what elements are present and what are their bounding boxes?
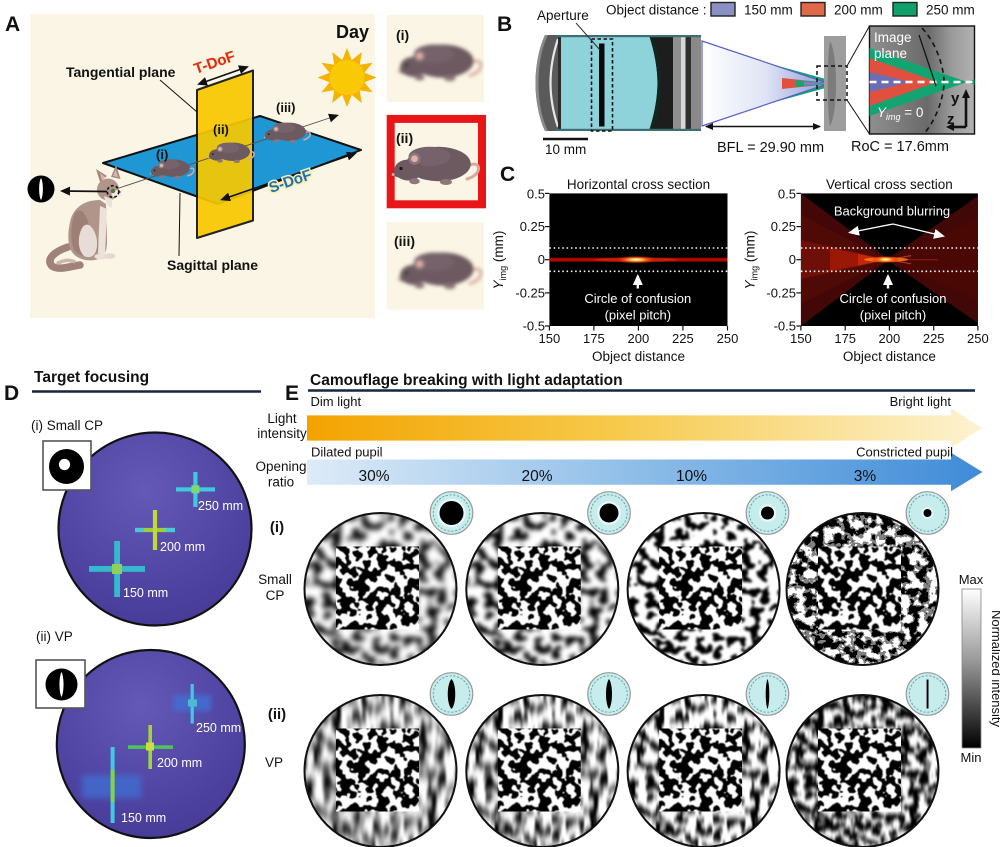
svg-text:E: E xyxy=(285,382,299,405)
svg-text:0: 0 xyxy=(789,252,796,267)
svg-text:(iii): (iii) xyxy=(394,233,415,249)
svg-text:150 mm: 150 mm xyxy=(744,3,793,18)
svg-text:250: 250 xyxy=(717,331,739,346)
svg-text:Image: Image xyxy=(874,30,912,45)
svg-text:Vertical cross section: Vertical cross section xyxy=(826,177,953,192)
svg-text:10 mm: 10 mm xyxy=(545,142,586,157)
svg-text:(ii): (ii) xyxy=(213,122,229,137)
svg-text:(i): (i) xyxy=(396,27,409,43)
svg-text:-0.25: -0.25 xyxy=(766,286,796,301)
svg-text:Small: Small xyxy=(258,572,292,587)
svg-text:150 mm: 150 mm xyxy=(121,811,166,825)
svg-text:ratio: ratio xyxy=(268,475,294,490)
svg-text:225: 225 xyxy=(923,331,945,346)
svg-text:Object distance: Object distance xyxy=(843,349,936,364)
svg-text:0.25: 0.25 xyxy=(771,219,796,234)
svg-text:Bright light: Bright light xyxy=(890,394,952,409)
svg-text:BFL = 29.90 mm: BFL = 29.90 mm xyxy=(717,140,824,156)
svg-text:0.5: 0.5 xyxy=(778,187,796,202)
svg-text:Circle of confusion: Circle of confusion xyxy=(584,291,691,306)
svg-text:-0.5: -0.5 xyxy=(523,319,545,334)
svg-text:175: 175 xyxy=(834,331,856,346)
svg-text:(i): (i) xyxy=(270,519,284,536)
svg-text:plane: plane xyxy=(874,46,907,61)
svg-text:Min: Min xyxy=(961,750,982,765)
svg-text:0.5: 0.5 xyxy=(527,187,545,202)
svg-text:Camouflage breaking with light: Camouflage breaking with light adaptatio… xyxy=(310,372,623,389)
svg-text:(ii) VP: (ii) VP xyxy=(36,629,73,644)
svg-text:Constricted pupil: Constricted pupil xyxy=(856,445,953,460)
svg-text:10%: 10% xyxy=(676,468,707,485)
svg-text:D: D xyxy=(4,382,19,405)
svg-text:Aperture: Aperture xyxy=(537,8,589,23)
svg-text:Day: Day xyxy=(336,22,369,42)
svg-text:250 mm: 250 mm xyxy=(198,499,243,513)
svg-text:200: 200 xyxy=(628,331,650,346)
svg-text:(i): (i) xyxy=(156,147,168,162)
svg-text:Tangential plane: Tangential plane xyxy=(66,64,176,80)
svg-text:(pixel pitch): (pixel pitch) xyxy=(605,308,671,323)
svg-text:CP: CP xyxy=(266,588,285,603)
svg-text:C: C xyxy=(500,163,515,186)
svg-text:150: 150 xyxy=(790,331,812,346)
svg-text:B: B xyxy=(497,13,512,36)
svg-text:200 mm: 200 mm xyxy=(160,540,205,554)
svg-text:intensity: intensity xyxy=(257,426,307,441)
svg-text:Yimg (mm): Yimg (mm) xyxy=(491,231,508,290)
svg-text:Dim light: Dim light xyxy=(311,394,362,409)
svg-text:z: z xyxy=(947,111,955,128)
svg-text:250 mm: 250 mm xyxy=(926,3,975,18)
svg-text:VP: VP xyxy=(265,755,283,770)
svg-text:(ii): (ii) xyxy=(396,130,413,146)
svg-text:Sagittal plane: Sagittal plane xyxy=(167,257,258,273)
svg-text:y: y xyxy=(951,90,960,107)
svg-text:Horizontal cross section: Horizontal cross section xyxy=(567,177,710,192)
svg-text:(pixel pitch): (pixel pitch) xyxy=(860,308,926,323)
svg-text:150 mm: 150 mm xyxy=(123,586,168,600)
svg-text:-0.25: -0.25 xyxy=(515,286,545,301)
svg-text:175: 175 xyxy=(583,331,605,346)
svg-text:225: 225 xyxy=(672,331,694,346)
svg-text:Yimg = 0: Yimg = 0 xyxy=(877,105,923,122)
svg-text:-0.5: -0.5 xyxy=(774,319,796,334)
svg-text:Yimg (mm): Yimg (mm) xyxy=(743,231,760,290)
svg-text:0.25: 0.25 xyxy=(520,219,545,234)
svg-text:Opening: Opening xyxy=(255,459,306,474)
svg-text:Object distance: Object distance xyxy=(592,349,685,364)
svg-text:30%: 30% xyxy=(358,468,389,485)
svg-text:Object distance :: Object distance : xyxy=(606,3,707,18)
svg-text:(ii): (ii) xyxy=(268,706,286,723)
svg-text:Light: Light xyxy=(267,411,297,426)
svg-text:0: 0 xyxy=(538,252,545,267)
svg-text:250: 250 xyxy=(967,331,989,346)
svg-text:Circle of confusion: Circle of confusion xyxy=(840,291,947,306)
svg-text:200 mm: 200 mm xyxy=(157,756,202,770)
svg-text:Dilated pupil: Dilated pupil xyxy=(311,445,383,460)
svg-text:Target focusing: Target focusing xyxy=(34,369,149,386)
svg-text:150: 150 xyxy=(539,331,561,346)
svg-text:200 mm: 200 mm xyxy=(834,3,883,18)
svg-text:Max: Max xyxy=(959,572,984,587)
svg-text:(i) Small CP: (i) Small CP xyxy=(31,418,103,433)
svg-text:250 mm: 250 mm xyxy=(196,721,241,735)
svg-text:A: A xyxy=(5,13,20,36)
svg-text:20%: 20% xyxy=(521,468,552,485)
svg-text:RoC = 17.6mm: RoC = 17.6mm xyxy=(851,139,949,155)
svg-text:Background blurring: Background blurring xyxy=(834,204,950,219)
svg-text:(iii): (iii) xyxy=(276,100,296,115)
svg-text:200: 200 xyxy=(879,331,901,346)
svg-text:Normalized intensity: Normalized intensity xyxy=(989,610,1000,728)
svg-text:3%: 3% xyxy=(854,468,877,485)
